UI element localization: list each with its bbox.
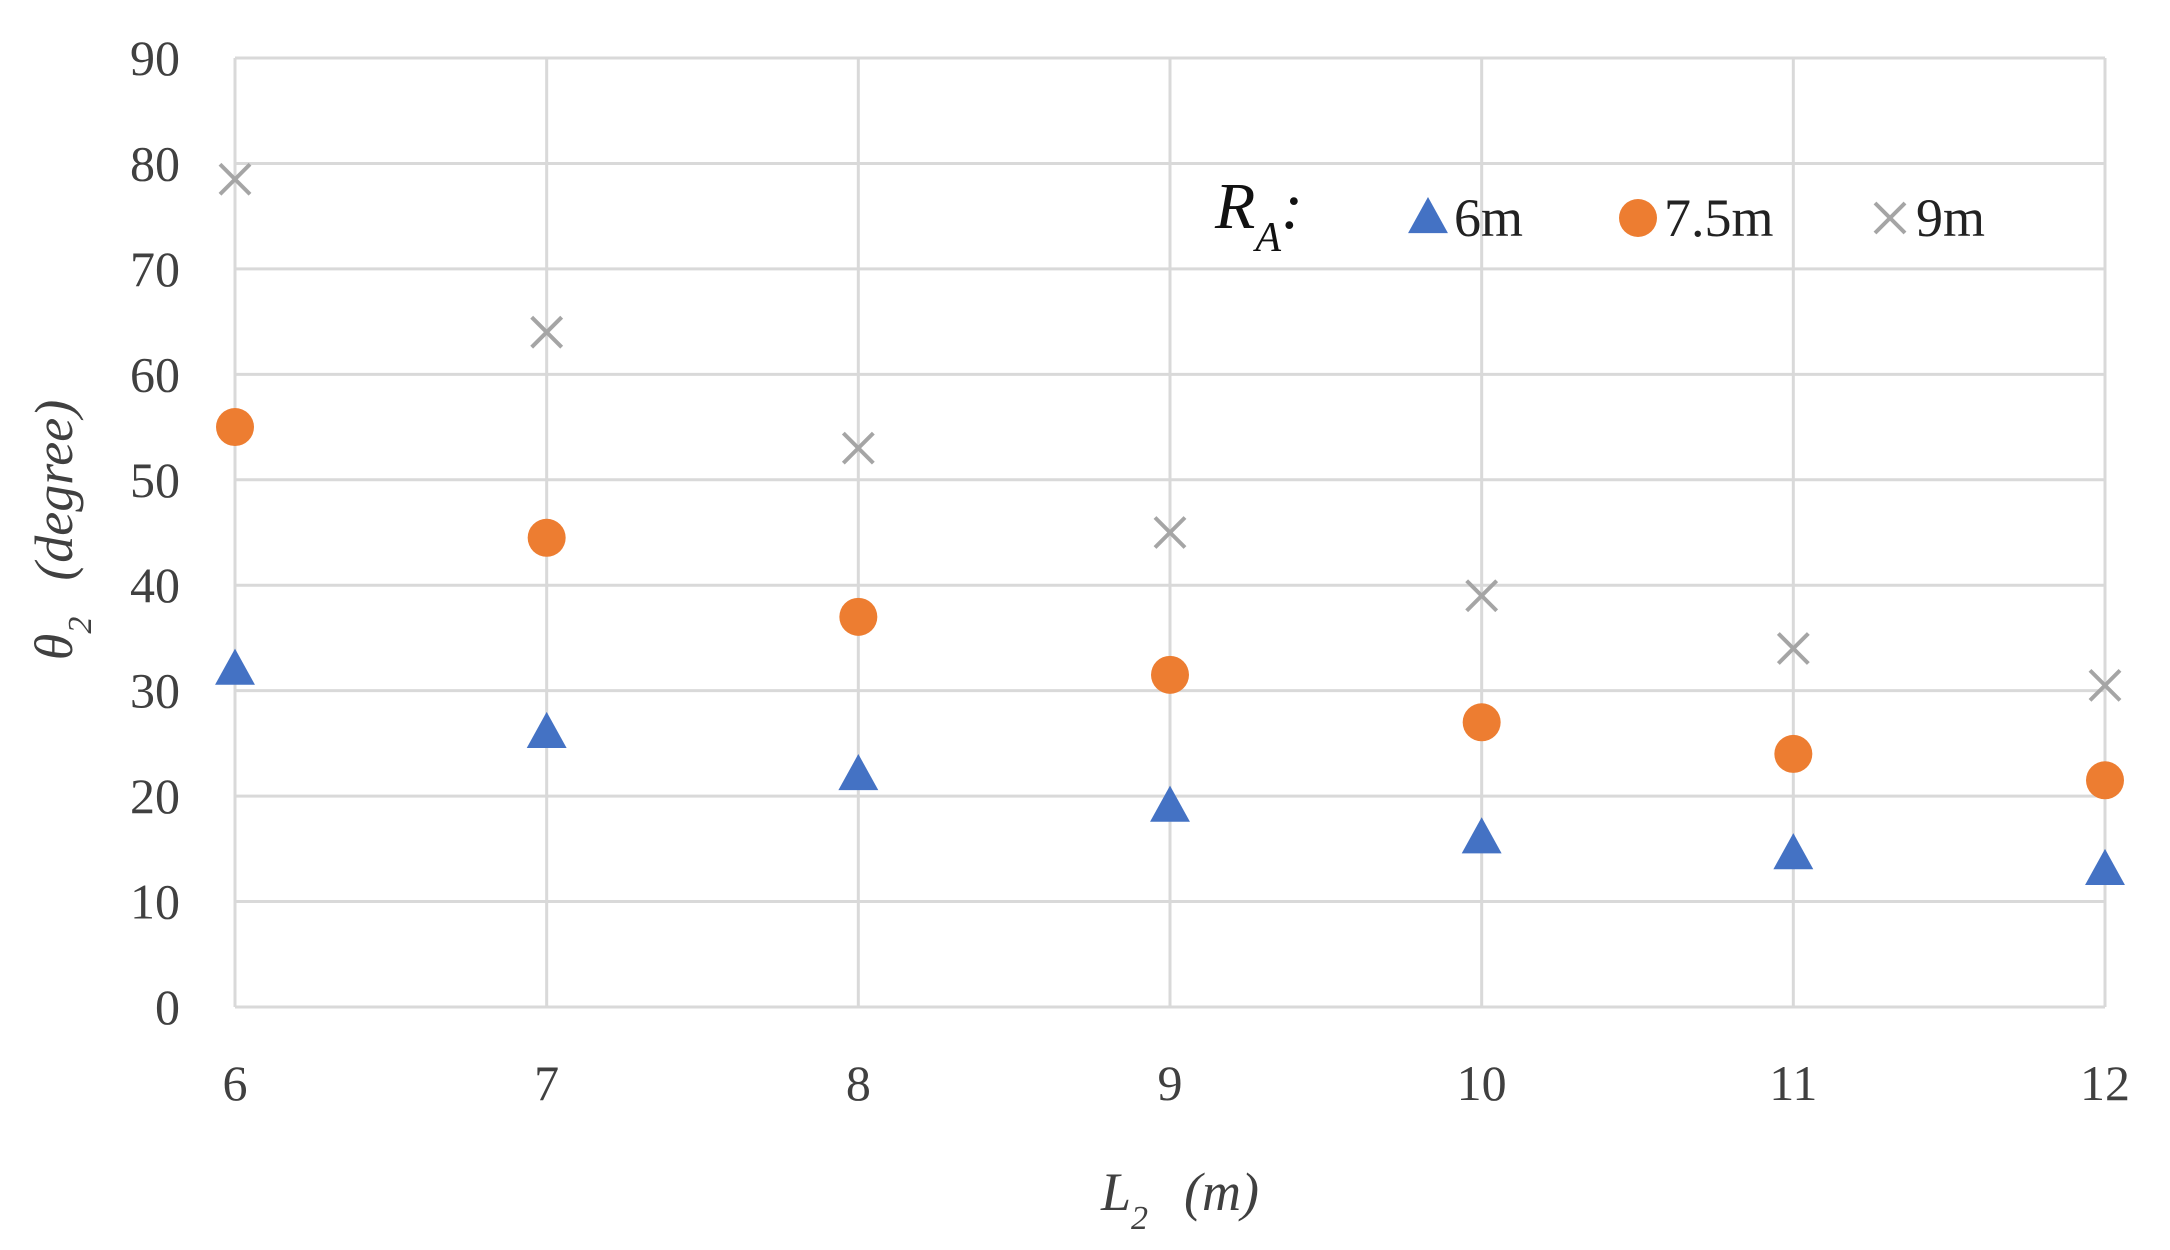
- x-axis-title-sub: 2: [1131, 1200, 1148, 1237]
- x-axis-title-unit: (m): [1184, 1162, 1259, 1222]
- point-circle: [1151, 655, 1189, 694]
- point-triangle: [1150, 785, 1190, 822]
- legend-marker-circle: [1619, 199, 1657, 237]
- x-tick-label: 7: [534, 1055, 559, 1111]
- x-axis-title: L2 (m): [1100, 1162, 1259, 1237]
- y-axis-title: θ2 (degree): [24, 400, 99, 660]
- y-tick-label: 30: [130, 663, 180, 719]
- point-circle: [2086, 761, 2124, 800]
- point-cross: [530, 315, 564, 349]
- x-axis-title-main: L: [1100, 1162, 1131, 1222]
- point-circle: [527, 518, 566, 557]
- legend-item-1: 7.5m: [1619, 188, 1774, 248]
- legend-label: 7.5m: [1664, 188, 1774, 248]
- point-cross-stroke: [1465, 579, 1499, 613]
- y-axis-title-unit: (degree): [24, 400, 84, 581]
- point-cross: [2088, 668, 2122, 702]
- legend-item-2: 9m: [1873, 188, 1985, 248]
- point-cross: [1776, 632, 1810, 665]
- y-tick-label: 90: [130, 30, 180, 86]
- x-tick-label: 9: [1158, 1055, 1183, 1111]
- point-cross-stroke: [218, 162, 252, 196]
- x-tick-label: 8: [846, 1055, 871, 1111]
- y-axis-title-main: θ: [24, 634, 84, 661]
- point-cross: [1153, 516, 1187, 549]
- x-tick-label: 12: [2080, 1055, 2130, 1111]
- legend-marker-cross-stroke: [1873, 201, 1907, 235]
- point-circle: [1462, 703, 1501, 742]
- y-tick-label: 40: [130, 557, 180, 613]
- y-axis-title-sub: 2: [62, 617, 99, 634]
- y-tick-label: 60: [130, 346, 180, 402]
- point-triangle: [1773, 833, 1814, 870]
- x-tick-label: 10: [1457, 1055, 1507, 1111]
- legend-marker-triangle: [1408, 197, 1448, 234]
- data-points: [215, 162, 2125, 886]
- y-tick-label: 0: [155, 979, 180, 1035]
- point-triangle: [1461, 817, 1502, 854]
- point-cross-stroke: [530, 315, 564, 349]
- series-2: [218, 162, 2122, 702]
- point-triangle: [2085, 848, 2125, 886]
- point-cross: [841, 431, 875, 465]
- point-cross-stroke: [841, 431, 875, 465]
- point-cross: [218, 162, 252, 196]
- point-triangle: [838, 754, 879, 791]
- legend-label: 9m: [1916, 188, 1985, 248]
- point-cross-stroke: [2088, 668, 2122, 702]
- y-tick-label: 10: [130, 874, 180, 930]
- legend-title: RA:: [1214, 170, 1303, 261]
- legend-title-suffix: :: [1281, 170, 1303, 243]
- point-circle: [216, 408, 254, 447]
- x-tick-label: 11: [1769, 1055, 1817, 1111]
- legend-title-sub: A: [1252, 215, 1281, 261]
- legend-title-main: R: [1214, 170, 1255, 243]
- y-tick-label: 20: [130, 768, 180, 824]
- point-triangle: [526, 711, 567, 748]
- point-cross-stroke: [1776, 632, 1810, 665]
- series-0: [215, 648, 2125, 886]
- point-circle: [839, 597, 878, 636]
- point-cross-stroke: [1153, 516, 1187, 549]
- x-tick-label: 6: [223, 1055, 248, 1111]
- series-1: [216, 408, 2124, 800]
- y-tick-label: 80: [130, 135, 180, 191]
- legend-items: 6m 7.5m 9m: [1408, 188, 1985, 248]
- y-tick-labels: 0 10 20 30 40 50 60 70 80 90: [130, 30, 180, 1035]
- point-triangle: [215, 648, 255, 685]
- legend-marker-cross: [1873, 201, 1907, 235]
- y-tick-label: 50: [130, 452, 180, 508]
- point-circle: [1774, 734, 1813, 773]
- point-cross: [1465, 579, 1499, 613]
- legend: RA: 6m 7.5m 9m: [1214, 170, 1985, 261]
- legend-item-0: 6m: [1408, 188, 1523, 248]
- legend-label: 6m: [1454, 188, 1523, 248]
- x-tick-labels: 6 7 8 9 10 11 12: [223, 1055, 2131, 1111]
- y-tick-label: 70: [130, 241, 180, 297]
